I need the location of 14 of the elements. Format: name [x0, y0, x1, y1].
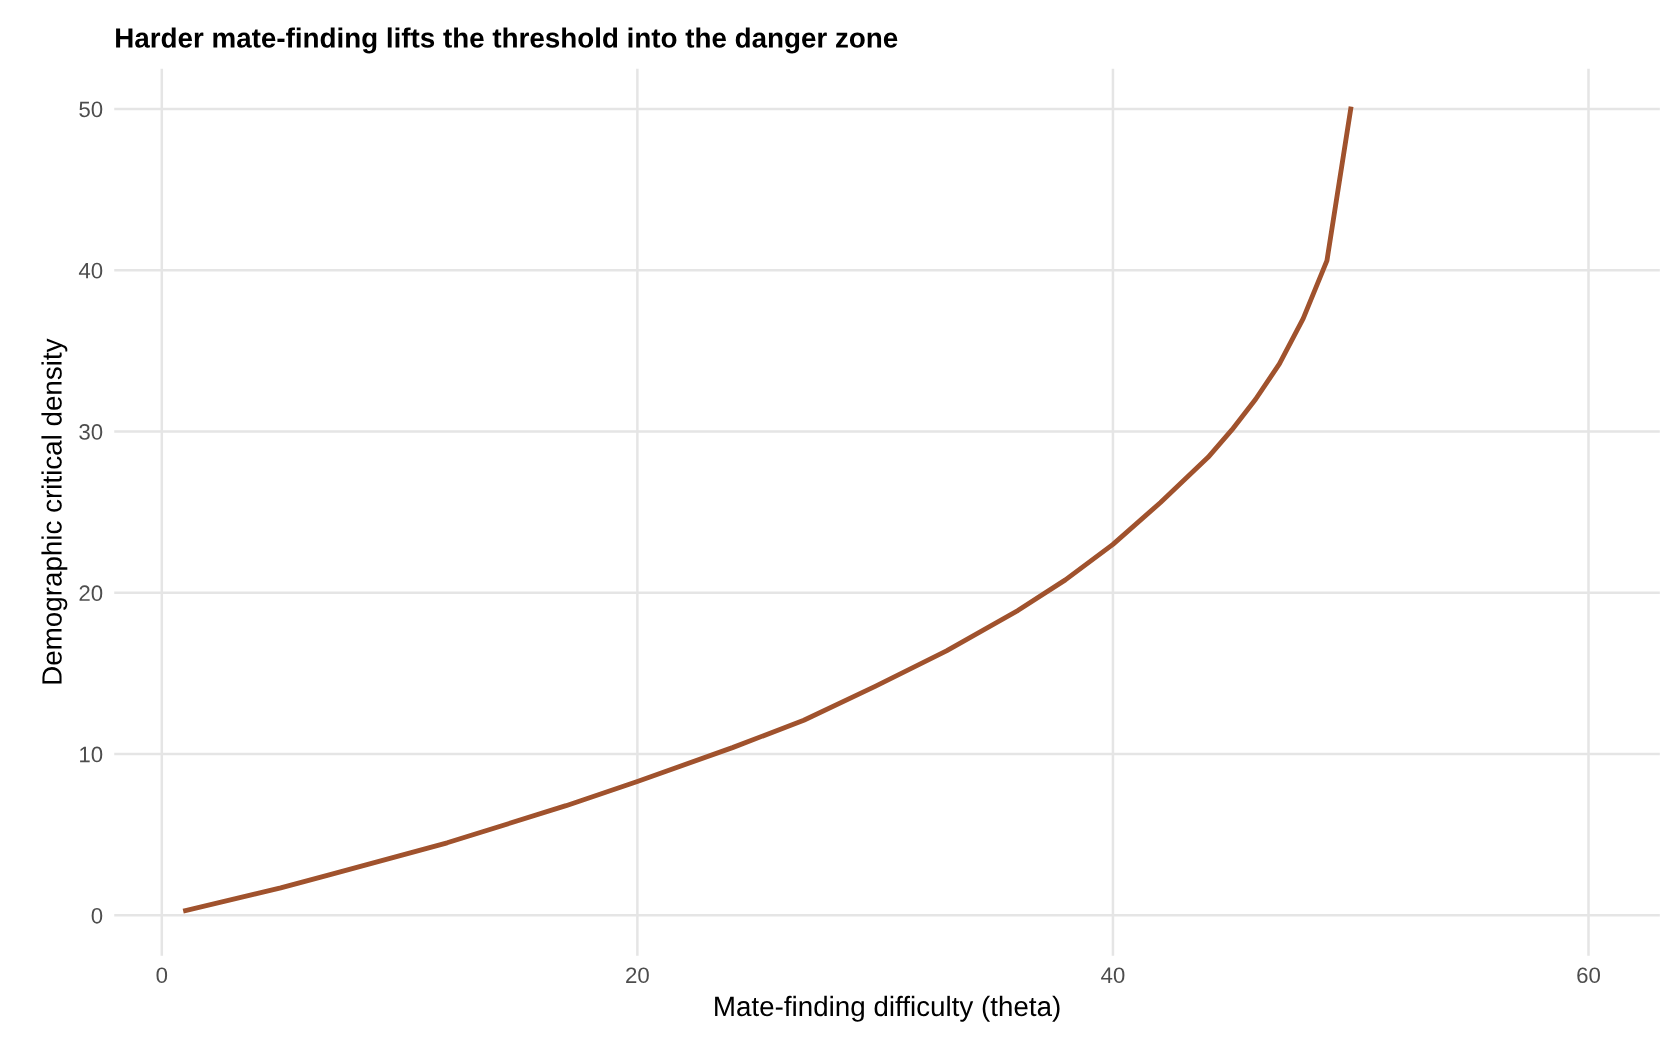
y-tick-label: 10 [80, 746, 103, 763]
x-tick-label: 20 [626, 967, 649, 984]
y-axis-title: Demographic critical density [41, 338, 68, 684]
y-tick-label: 30 [79, 424, 103, 440]
x-tick-label: 60 [1577, 967, 1600, 984]
x-tick-label: 40 [1101, 967, 1125, 984]
y-tick-label: 0 [91, 907, 103, 924]
chart-title: Harder mate-finding lifts the threshold into the danger zone [116, 27, 898, 54]
x-axis-title: Mate-finding difficulty (theta) [715, 995, 1060, 1022]
x-tick-label: 0 [156, 967, 168, 984]
y-tick-label: 50 [79, 101, 103, 118]
y-tick-label: 40 [78, 262, 103, 279]
y-tick-label: 20 [79, 585, 103, 602]
line-series [183, 106, 1354, 913]
